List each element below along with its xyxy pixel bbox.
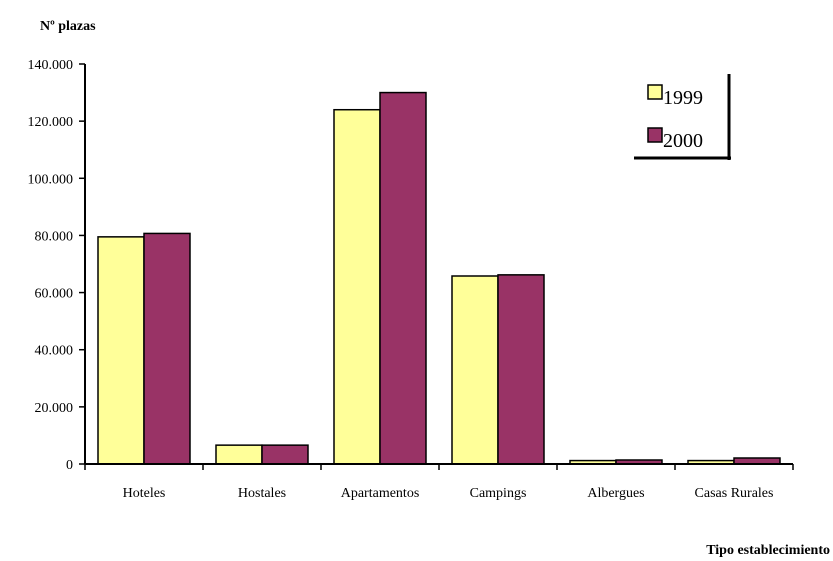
x-tick-label: Casas Rurales	[695, 486, 774, 501]
x-tick-label: Hoteles	[123, 486, 166, 501]
y-tick-label: 140.000	[28, 58, 74, 73]
bar-1999-hostales	[215, 444, 263, 465]
x-tick-label: Campings	[470, 486, 527, 501]
y-tick-label: 80.000	[35, 229, 74, 244]
x-tick-label: Apartamentos	[341, 486, 420, 501]
bar-2000-campings	[497, 274, 545, 465]
bar-1999-campings	[451, 275, 499, 465]
y-tick-label: 0	[66, 458, 73, 473]
legend: 1999 2000	[634, 74, 731, 160]
y-axis-title: Nº plazas	[40, 19, 96, 34]
x-tick-label: Albergues	[587, 486, 644, 501]
x-tick-label: Hostales	[238, 486, 286, 501]
legend-swatch-2000	[647, 127, 663, 143]
bars	[97, 91, 781, 465]
x-axis-title: Tipo establecimiento	[706, 543, 830, 558]
legend-label: 1999	[663, 87, 703, 109]
legend-swatch-1999	[647, 84, 663, 100]
bar-1999-hoteles	[97, 236, 145, 465]
y-tick-label: 120.000	[28, 115, 74, 130]
bar-2000-apartamentos	[379, 91, 427, 465]
y-axis: 0 20.000 40.000 60.000 80.000 100.000 120.000 1…	[28, 58, 86, 473]
bar-2000-hoteles	[143, 232, 191, 465]
y-tick-label: 20.000	[35, 401, 74, 416]
bar-2000-hostales	[261, 444, 309, 465]
x-axis: Hoteles Hostales Apartamentos Campings Alber…	[84, 463, 794, 501]
bar-1999-apartamentos	[333, 108, 381, 465]
y-tick-label: 60.000	[35, 287, 74, 302]
y-tick-label: 100.000	[28, 172, 74, 187]
legend-label: 2000	[663, 130, 703, 152]
y-tick-label: 40.000	[35, 344, 74, 359]
